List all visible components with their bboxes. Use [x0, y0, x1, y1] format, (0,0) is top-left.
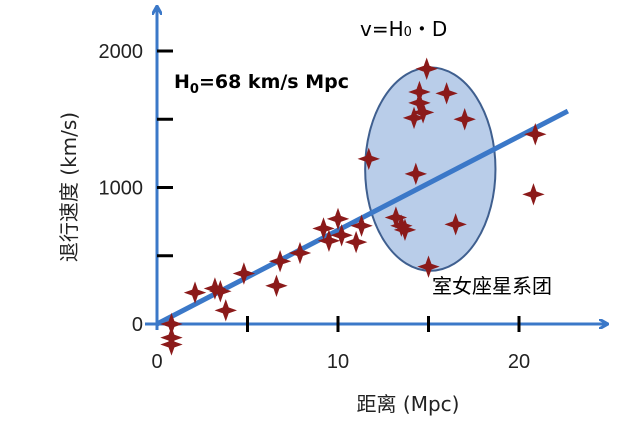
data-point-26	[415, 57, 438, 80]
cluster-ellipse-layer	[364, 66, 497, 272]
data-point-32	[522, 183, 545, 206]
data-points	[160, 57, 547, 356]
data-point-0	[160, 312, 183, 336]
y-axis-title: 退行速度 (km/s)	[57, 112, 81, 262]
data-point-16	[350, 214, 373, 237]
data-point-11	[312, 217, 335, 240]
data-point-29	[444, 213, 467, 236]
data-point-12	[317, 229, 341, 252]
data-point-14	[330, 224, 353, 247]
data-point-8	[265, 274, 288, 297]
data-point-17	[357, 147, 380, 171]
data-point-28	[435, 82, 458, 105]
data-point-10	[288, 241, 312, 265]
virgo-cluster-label: 室女座星系团	[432, 274, 552, 298]
data-point-18	[384, 206, 408, 229]
data-point-7	[232, 262, 256, 285]
hubble-constant-prefix: H	[174, 71, 190, 93]
y-tick-label-0: 0	[132, 314, 143, 336]
data-point-21	[404, 162, 428, 186]
axes	[145, 8, 606, 332]
x-tick-label-0: 0	[151, 351, 162, 373]
hubble-constant-suffix: =68 km/s Mpc	[199, 71, 349, 93]
data-point-31	[524, 123, 547, 146]
data-point-25	[411, 101, 435, 124]
y-tick-label-1000: 1000	[99, 178, 144, 200]
x-axis-title: 距离 (Mpc)	[357, 392, 460, 416]
data-point-2	[160, 333, 183, 356]
data-point-5	[209, 280, 232, 303]
data-point-27	[417, 255, 440, 278]
virgo-cluster-ellipse	[364, 66, 497, 272]
data-point-9	[268, 250, 292, 273]
data-point-20	[393, 218, 417, 242]
x-tick-label-10: 10	[327, 351, 349, 373]
formula-suffix: ・D	[412, 17, 447, 41]
data-point-4	[203, 277, 227, 300]
y-tick-label-2000: 2000	[99, 41, 144, 63]
data-point-23	[408, 91, 431, 115]
data-point-15	[344, 230, 368, 254]
hubble-constant-label: H0=68 km/s Mpc	[174, 71, 349, 97]
x-tick-label-20: 20	[508, 351, 530, 373]
hubble-constant-subscript: 0	[190, 82, 199, 97]
hubble-law-formula: v=H0・D	[360, 17, 447, 41]
data-point-3	[183, 281, 207, 304]
tick-labels: 0 10 20 0 1000 2000	[99, 41, 531, 373]
formula-prefix: v=H	[360, 17, 404, 41]
data-point-30	[453, 108, 476, 131]
data-point-6	[214, 299, 237, 322]
data-point-13	[326, 207, 350, 231]
formula-subscript: 0	[404, 25, 412, 40]
